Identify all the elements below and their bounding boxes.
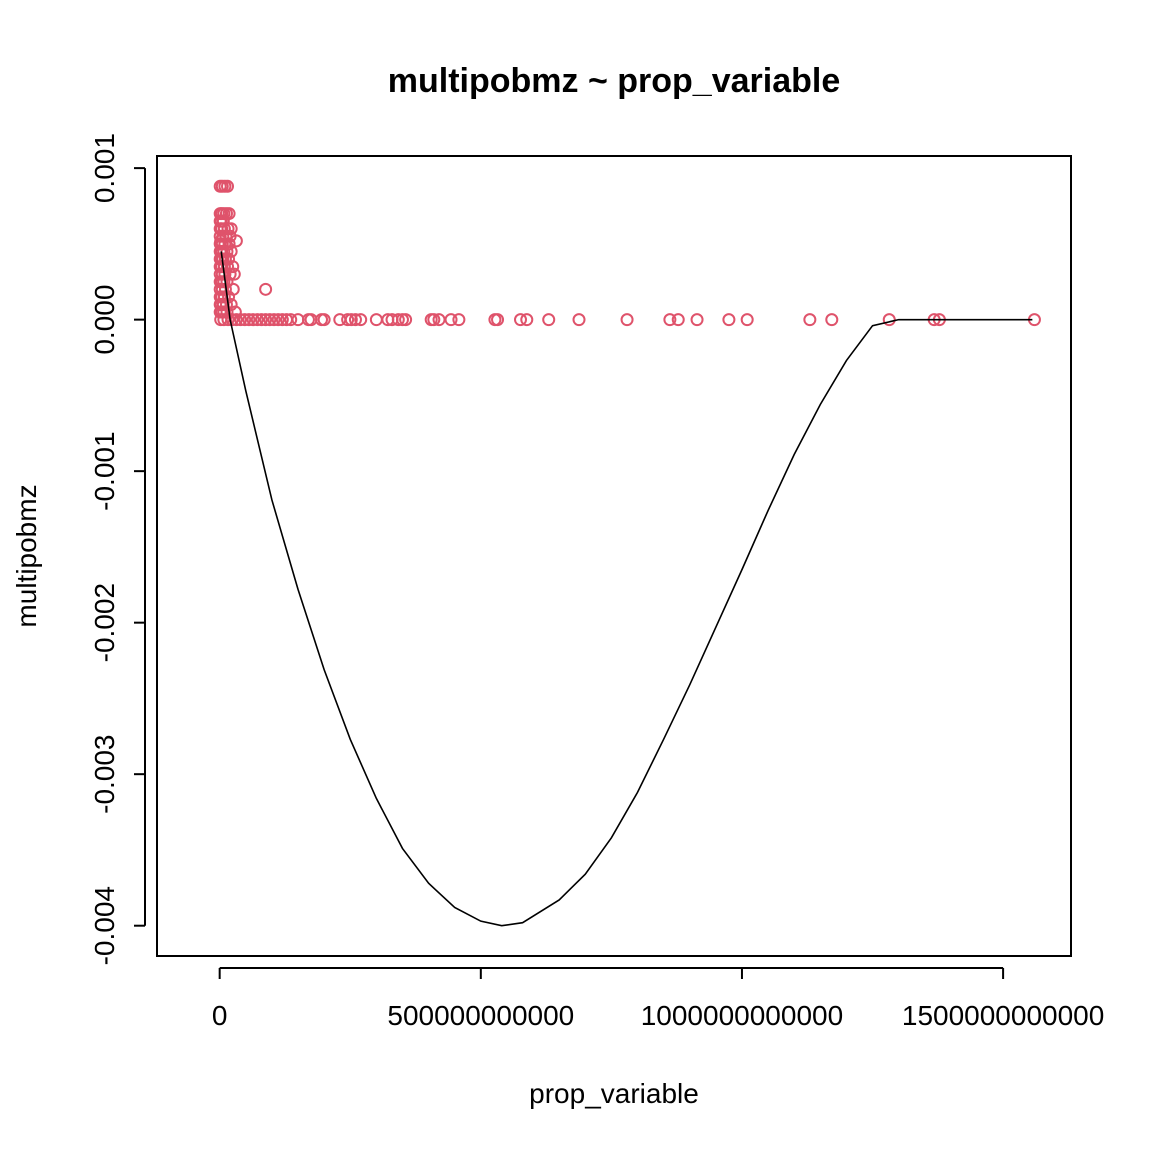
data-point [354,313,368,327]
data-point [271,313,285,327]
data-point [317,313,331,327]
chart-title: multipobmz ~ prop_variable [388,62,840,100]
y-tick-label: 0.001 [89,133,120,203]
data-point [825,313,839,327]
data-point [452,313,466,327]
y-axis-label: multipobmz [11,484,42,627]
y-tick-label: 0.000 [89,285,120,355]
data-point [348,313,362,327]
x-tick-label: 500000000000 [387,1000,574,1031]
data-point [291,313,305,327]
data-point [572,313,586,327]
y-tick-label: -0.003 [89,734,120,813]
data-point [671,313,685,327]
plot-frame [156,155,1072,957]
fit-line [220,251,1033,927]
data-point [542,313,556,327]
data-point [514,313,528,327]
data-point [225,313,239,327]
data-point [254,313,268,327]
data-point [229,234,243,248]
data-point [344,313,358,327]
data-point [399,313,413,327]
data-point [246,313,260,327]
data-point [427,313,441,327]
data-point [263,313,277,327]
data-point [221,313,235,327]
data-point [242,313,256,327]
x-tick-label: 0 [212,1000,228,1031]
data-point [369,313,383,327]
data-point [444,313,458,327]
data-point [238,313,252,327]
data-point [520,313,534,327]
data-point [226,260,240,274]
data-point [740,313,754,327]
data-point [341,313,355,327]
x-axis: 0 500000000000 1000000000000 1500000000000 [212,967,1104,1031]
data-point [284,313,298,327]
data-point [234,313,248,327]
x-tick-label: 1000000000000 [641,1000,843,1031]
data-point [391,313,405,327]
data-point [267,313,281,327]
x-axis-label: prop_variable [529,1078,699,1109]
data-point [491,313,505,327]
data-point [620,313,634,327]
y-tick-label: -0.002 [89,583,120,662]
data-point [690,313,704,327]
data-point [663,313,677,327]
data-point [221,179,235,193]
x-tick-label: 1500000000000 [902,1000,1104,1031]
data-point [722,313,736,327]
data-point [275,313,289,327]
y-tick-label: -0.001 [89,431,120,510]
data-point [227,267,241,281]
data-point [882,313,896,327]
data-point [259,313,273,327]
y-tick-label: -0.004 [89,886,120,965]
y-axis: 0.001 0.000 -0.001 -0.002 -0.003 -0.004 [89,133,146,965]
data-point [259,282,273,296]
data-point [250,313,264,327]
data-point [803,313,817,327]
data-point [432,313,446,327]
data-points [213,179,1041,327]
